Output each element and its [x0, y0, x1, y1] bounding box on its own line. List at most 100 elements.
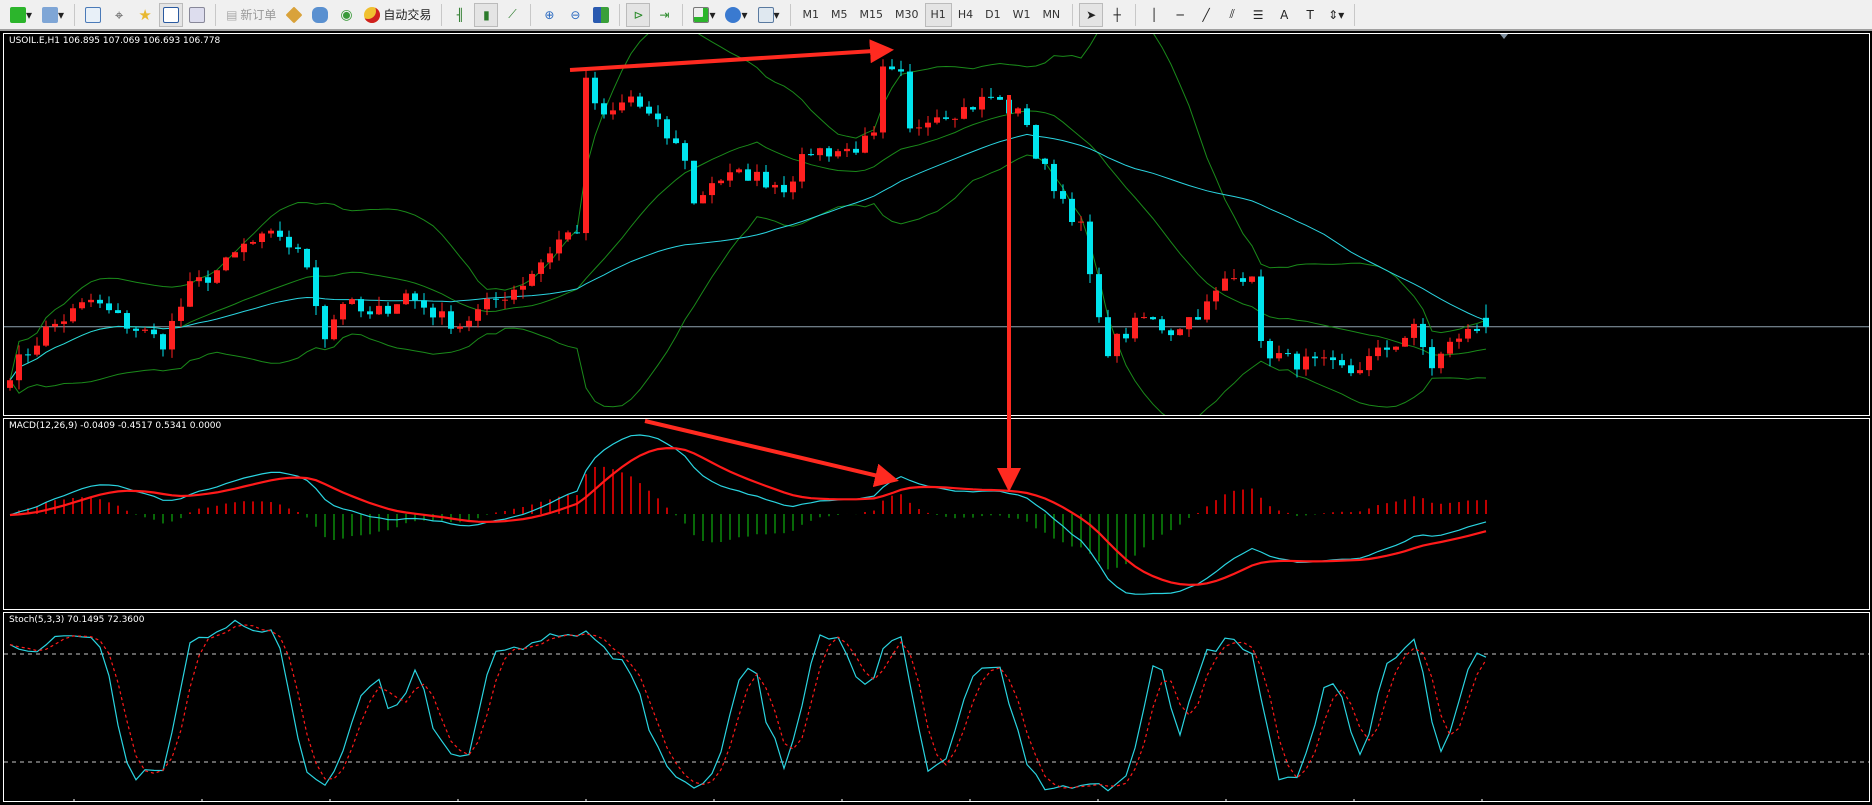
zoom-in-button[interactable]: ⊕	[537, 3, 561, 27]
candle	[997, 96, 1003, 100]
favorites-button[interactable]: ★	[133, 3, 157, 27]
candle	[25, 354, 31, 356]
line-chart-button[interactable]: ⟋	[500, 3, 524, 27]
candle	[160, 334, 166, 350]
new-order-button[interactable]: ▤ 新订单	[222, 3, 280, 27]
fibonacci-button[interactable]: ☰	[1246, 3, 1270, 27]
candle	[484, 298, 490, 310]
equidistant-channel-button[interactable]: ⫽	[1220, 3, 1244, 27]
candle	[979, 96, 985, 110]
candle	[232, 252, 238, 258]
candle	[502, 299, 508, 301]
candle	[700, 195, 706, 204]
new-order-icon: ▤	[226, 7, 238, 22]
candle	[961, 107, 967, 119]
timeframe-m5[interactable]: M5	[831, 8, 848, 21]
candle	[952, 118, 958, 120]
candle	[430, 307, 436, 318]
history-center-button[interactable]	[282, 3, 306, 27]
timeframe-h1[interactable]: H1	[924, 2, 952, 27]
timeframe-m30[interactable]: M30	[895, 8, 919, 21]
candle	[394, 304, 400, 314]
candle	[799, 154, 805, 182]
vertical-line-button[interactable]: │	[1142, 3, 1166, 27]
candle	[934, 117, 940, 123]
timeframe-m1[interactable]: M1	[802, 8, 820, 21]
auto-trading-button[interactable]: 自动交易	[360, 3, 435, 27]
zoom-out-button[interactable]: ⊖	[563, 3, 587, 27]
signals-button[interactable]: ◉	[334, 3, 358, 27]
chart-shift-button[interactable]: ⇥	[652, 3, 676, 27]
chat-button[interactable]	[308, 3, 332, 27]
candle	[817, 148, 823, 156]
profiles-button[interactable]: ▾	[38, 3, 68, 27]
candle	[1384, 347, 1390, 350]
separator	[1354, 3, 1356, 26]
horizontal-line-button[interactable]: ─	[1168, 3, 1192, 27]
candle	[1168, 330, 1174, 336]
candle	[1186, 317, 1192, 330]
timeframe-d1[interactable]: D1	[985, 8, 1001, 21]
arrows-icon: ⇕▾	[1328, 7, 1345, 22]
timeframe-w1[interactable]: W1	[1012, 8, 1031, 21]
candle	[196, 277, 202, 282]
indicators-button[interactable]: ▾	[689, 3, 719, 27]
stochastic-pane[interactable]: Stoch(5,3,3) 70.1495 72.3600	[3, 612, 1870, 802]
bar-chart-button[interactable]: ╢	[448, 3, 472, 27]
tile-icon	[593, 6, 610, 23]
candle	[1105, 317, 1111, 357]
separator	[441, 3, 443, 26]
candle	[853, 148, 859, 153]
price-pane[interactable]: USOIL.E,H1 106.895 107.069 106.693 106.7…	[3, 33, 1870, 416]
candle	[772, 184, 778, 188]
timeframe-mn[interactable]: MN	[1042, 8, 1061, 21]
auto-scroll-button[interactable]: ⊳	[626, 2, 651, 27]
candle	[295, 247, 301, 249]
candlestick-button[interactable]: ▮	[474, 2, 499, 27]
candle	[547, 253, 553, 263]
arrows-button[interactable]: ⇕▾	[1324, 3, 1348, 27]
templates-button[interactable]: ▾	[754, 3, 784, 27]
candle	[1312, 356, 1318, 359]
candle	[709, 183, 715, 196]
price-pane-label: USOIL.E,H1 106.895 107.069 106.693 106.7…	[9, 36, 221, 46]
periods-button[interactable]: ▾	[721, 3, 751, 27]
separator	[1135, 3, 1137, 26]
terminal-button[interactable]	[159, 2, 184, 27]
text-button[interactable]: A	[1272, 3, 1296, 27]
candle	[673, 138, 679, 144]
chart-window[interactable]: USOIL.E,H1 106.895 107.069 106.693 106.7…	[0, 33, 1872, 805]
candle	[529, 273, 535, 286]
macd-pane[interactable]: MACD(12,26,9) -0.0409 -0.4517 0.5341 0.0…	[3, 418, 1870, 610]
timeframe-h4[interactable]: H4	[957, 8, 974, 21]
candle	[1366, 356, 1372, 371]
candle	[1222, 278, 1228, 291]
candle	[466, 320, 472, 327]
text-icon: A	[1280, 7, 1289, 22]
candle	[1114, 333, 1120, 357]
timeframe-m15[interactable]: M15	[859, 8, 884, 21]
candle	[1033, 125, 1039, 159]
candle	[124, 313, 130, 329]
navigator-button[interactable]: ⌖	[107, 3, 131, 27]
candlestick-icon: ▮	[483, 7, 490, 22]
strategy-tester-button[interactable]	[185, 3, 209, 27]
candle	[1042, 158, 1048, 164]
candle	[736, 169, 742, 173]
candle	[1150, 317, 1156, 320]
candle	[1303, 356, 1309, 370]
cursor-button[interactable]: ➤	[1079, 2, 1104, 27]
auto-scroll-icon: ⊳	[633, 7, 644, 22]
new-chart-button[interactable]: ▾	[6, 3, 36, 27]
market-watch-button[interactable]	[81, 3, 105, 27]
candle	[1438, 353, 1444, 369]
candle	[637, 96, 643, 107]
candle	[781, 184, 787, 193]
trendline-button[interactable]: ╱	[1194, 3, 1218, 27]
candle	[115, 310, 121, 314]
text-label-button[interactable]: T	[1298, 3, 1322, 27]
crosshair-button[interactable]: ┼	[1105, 3, 1129, 27]
tile-windows-button[interactable]	[589, 3, 613, 27]
candle	[1132, 317, 1138, 339]
candle	[457, 326, 463, 329]
